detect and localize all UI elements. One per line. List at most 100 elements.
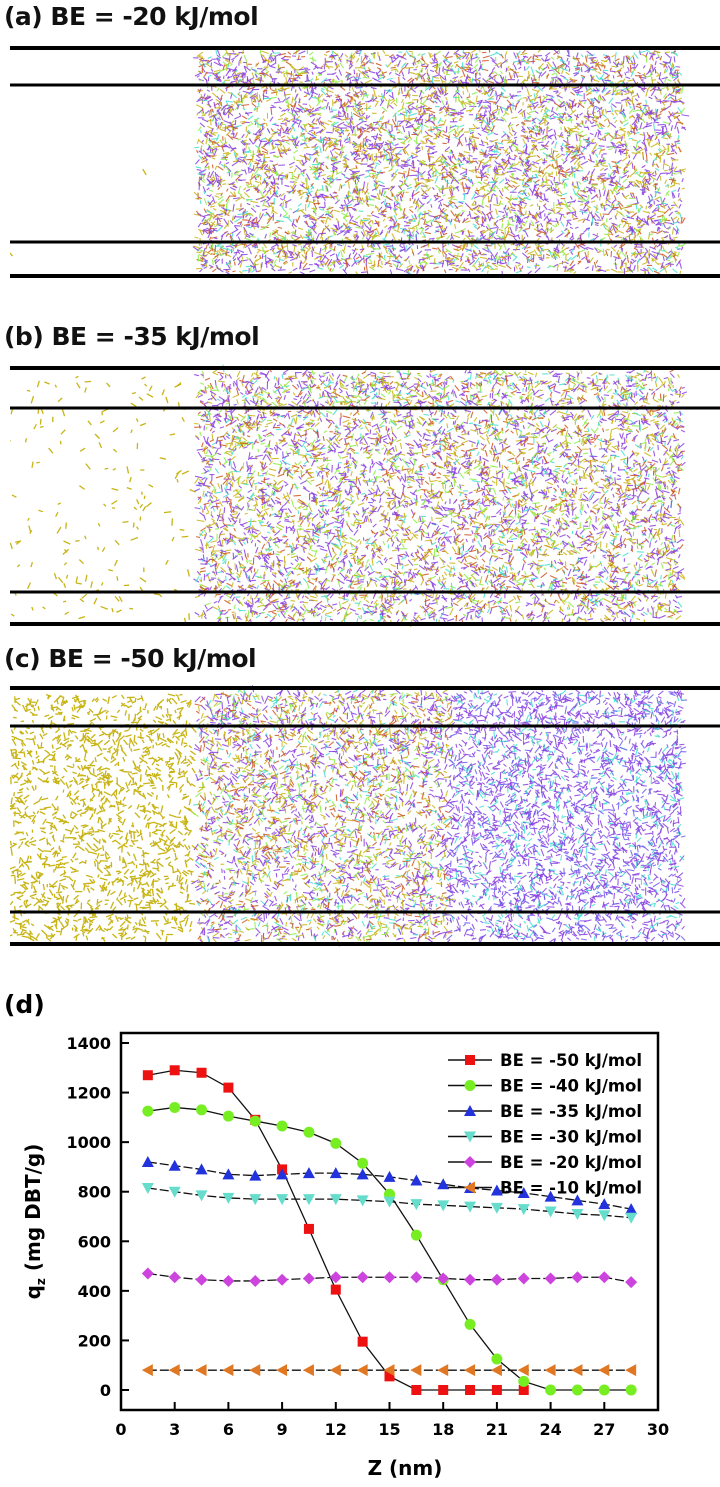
dbt-molecule bbox=[32, 720, 33, 723]
data-point bbox=[170, 1065, 180, 1075]
dbt-molecule bbox=[64, 583, 66, 588]
dbt-molecule bbox=[120, 836, 123, 839]
data-point bbox=[196, 1274, 208, 1286]
dbt-molecule bbox=[133, 523, 134, 528]
dbt-molecule bbox=[140, 578, 146, 582]
dbt-molecule bbox=[188, 851, 190, 857]
dbt-molecule bbox=[30, 754, 32, 757]
dbt-molecule bbox=[182, 417, 184, 421]
dbt-molecule bbox=[28, 698, 31, 702]
dbt-molecule bbox=[45, 750, 50, 754]
data-point bbox=[598, 1198, 610, 1209]
series-line-0 bbox=[148, 1070, 524, 1390]
dbt-molecule bbox=[33, 812, 35, 814]
dbt-molecule bbox=[158, 742, 163, 745]
dbt-molecule bbox=[130, 477, 132, 482]
dbt-molecule bbox=[134, 791, 141, 792]
dbt-molecule bbox=[26, 739, 34, 740]
dbt-molecule bbox=[75, 832, 79, 833]
dbt-molecule bbox=[78, 919, 81, 920]
dbt-molecule bbox=[55, 385, 56, 388]
dbt-molecule bbox=[13, 758, 21, 759]
dbt-molecule bbox=[44, 807, 51, 808]
dbt-molecule bbox=[72, 812, 77, 815]
dbt-molecule bbox=[191, 727, 196, 732]
dbt-molecule bbox=[165, 761, 170, 762]
dbt-molecule bbox=[72, 772, 76, 773]
dbt-molecule bbox=[146, 735, 149, 737]
dbt-molecule bbox=[71, 813, 72, 817]
data-point bbox=[410, 1199, 422, 1210]
data-point bbox=[518, 1376, 529, 1387]
dbt-molecule bbox=[147, 394, 153, 398]
dbt-molecule bbox=[189, 858, 193, 861]
dbt-molecule bbox=[166, 745, 170, 747]
panel-c-simulation bbox=[10, 684, 720, 948]
dbt-molecule bbox=[135, 922, 137, 925]
dbt-molecule bbox=[54, 573, 56, 579]
dbt-molecule bbox=[164, 512, 171, 513]
dbt-molecule bbox=[192, 758, 196, 760]
dbt-molecule bbox=[20, 839, 27, 841]
dbt-molecule bbox=[70, 878, 73, 881]
dbt-molecule bbox=[86, 575, 87, 582]
dbt-molecule bbox=[86, 464, 90, 470]
dbt-molecule bbox=[97, 899, 98, 905]
dbt-molecule bbox=[131, 937, 135, 940]
dbt-molecule bbox=[112, 488, 119, 490]
dbt-molecule bbox=[169, 862, 171, 865]
dbt-molecule bbox=[115, 840, 120, 844]
dbt-molecule bbox=[112, 696, 117, 698]
dbt-molecule bbox=[139, 864, 143, 865]
dbt-molecule bbox=[104, 504, 106, 506]
legend-label: BE = -40 kJ/mol bbox=[500, 1077, 642, 1096]
dbt-molecule bbox=[166, 560, 169, 564]
y-tick-label: 0 bbox=[100, 1381, 111, 1400]
dbt-molecule bbox=[108, 696, 110, 703]
dbt-molecule bbox=[67, 747, 68, 750]
dbt-molecule bbox=[139, 397, 143, 400]
dbt-molecule bbox=[26, 900, 27, 904]
dbt-molecule bbox=[40, 734, 43, 739]
dbt-molecule bbox=[40, 812, 45, 815]
dbt-molecule bbox=[165, 847, 167, 850]
dbt-molecule bbox=[92, 698, 94, 701]
dbt-molecule bbox=[60, 922, 64, 928]
data-point bbox=[545, 1364, 556, 1376]
dbt-molecule bbox=[91, 734, 95, 738]
dbt-molecule bbox=[129, 846, 133, 847]
dbt-molecule bbox=[184, 845, 188, 851]
x-tick-label: 12 bbox=[325, 1420, 347, 1439]
dbt-molecule bbox=[23, 924, 26, 926]
dbt-molecule bbox=[18, 845, 20, 848]
dbt-molecule bbox=[53, 816, 56, 818]
data-point bbox=[169, 1160, 181, 1171]
dbt-molecule bbox=[189, 929, 191, 932]
y-label-main: q bbox=[21, 1285, 45, 1299]
dbt-molecule bbox=[10, 901, 13, 904]
dbt-molecule bbox=[54, 897, 57, 898]
dbt-molecule bbox=[127, 924, 128, 929]
dbt-molecule bbox=[168, 694, 175, 696]
dbt-molecule bbox=[97, 853, 99, 858]
dbt-molecule bbox=[123, 752, 126, 757]
dbt-molecule bbox=[134, 735, 135, 742]
dbt-molecule bbox=[180, 883, 184, 884]
data-point bbox=[518, 1364, 529, 1376]
dbt-molecule bbox=[11, 750, 12, 756]
dbt-molecule bbox=[185, 879, 187, 884]
dbt-molecule bbox=[152, 788, 156, 789]
panel-c-svg bbox=[10, 684, 720, 948]
x-tick-label: 6 bbox=[223, 1420, 234, 1439]
dbt-molecule bbox=[183, 839, 185, 841]
dbt-molecule bbox=[180, 789, 182, 792]
dbt-molecule bbox=[156, 742, 158, 745]
dbt-molecule bbox=[170, 777, 173, 782]
data-point bbox=[626, 1385, 637, 1396]
data-point bbox=[545, 1272, 557, 1284]
dbt-molecule bbox=[56, 512, 58, 516]
dbt-molecule bbox=[74, 825, 78, 829]
data-point bbox=[143, 1070, 153, 1080]
dbt-molecule bbox=[11, 730, 13, 734]
dbt-molecule bbox=[189, 903, 195, 904]
